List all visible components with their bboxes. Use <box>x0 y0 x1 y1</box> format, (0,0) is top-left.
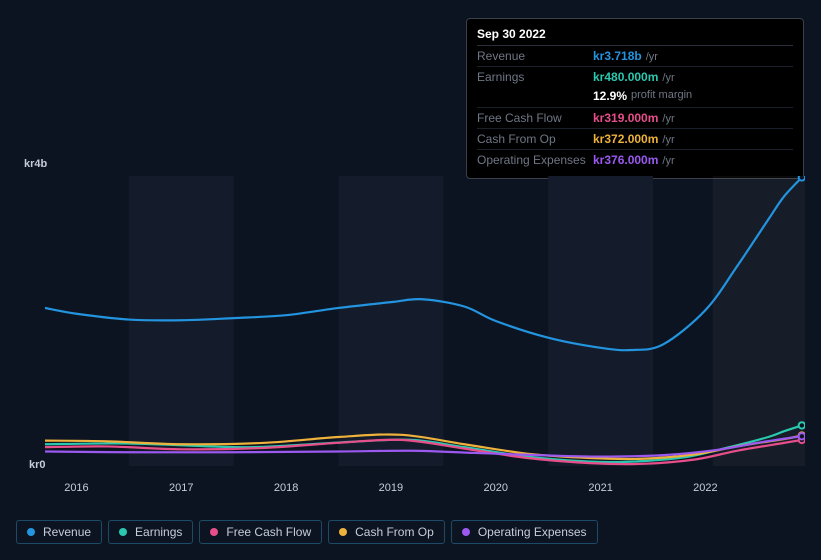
tooltip-row-earnings: Earningskr480.000m/yr <box>477 67 793 87</box>
legend-dot-icon <box>462 528 470 536</box>
tooltip-row-fcf: Free Cash Flowkr319.000m/yr <box>477 108 793 129</box>
y-tick-bottom: kr0 <box>29 459 46 471</box>
tooltip-row-opex: Operating Expenseskr376.000m/yr <box>477 150 793 170</box>
legend-item-fcf[interactable]: Free Cash Flow <box>199 520 322 544</box>
tooltip-profit-margin: 12.9% profit margin <box>477 87 793 108</box>
chart-plot-area[interactable] <box>45 176 805 466</box>
tooltip-value: kr3.718b <box>593 49 642 63</box>
financial-line-chart: Sep 30 2022 Revenuekr3.718b/yrEarningskr… <box>0 0 821 560</box>
x-tick-2019: 2019 <box>379 482 403 494</box>
tooltip-label: Operating Expenses <box>477 153 593 167</box>
series-end-marker-revenue <box>799 176 805 181</box>
legend-item-revenue[interactable]: Revenue <box>16 520 102 544</box>
legend-label: Operating Expenses <box>478 525 587 539</box>
tooltip-value: kr376.000m <box>593 153 658 167</box>
tooltip-date: Sep 30 2022 <box>477 25 793 46</box>
legend-label: Earnings <box>135 525 182 539</box>
tooltip-suffix: /yr <box>662 72 674 84</box>
x-tick-2020: 2020 <box>484 482 508 494</box>
legend-dot-icon <box>27 528 35 536</box>
legend-label: Free Cash Flow <box>226 525 311 539</box>
legend-dot-icon <box>119 528 127 536</box>
chart-tooltip: Sep 30 2022 Revenuekr3.718b/yrEarningskr… <box>466 18 804 179</box>
legend-item-earnings[interactable]: Earnings <box>108 520 193 544</box>
x-tick-2017: 2017 <box>169 482 193 494</box>
tooltip-suffix: /yr <box>662 155 674 167</box>
x-tick-2021: 2021 <box>588 482 612 494</box>
legend-label: Cash From Op <box>355 525 434 539</box>
tooltip-row-cfo: Cash From Opkr372.000m/yr <box>477 129 793 150</box>
tooltip-suffix: /yr <box>646 51 658 63</box>
legend-label: Revenue <box>43 525 91 539</box>
legend: Revenue Earnings Free Cash Flow Cash From O… <box>16 520 598 544</box>
x-tick-2016: 2016 <box>64 482 88 494</box>
legend-dot-icon <box>339 528 347 536</box>
legend-item-cfo[interactable]: Cash From Op <box>328 520 445 544</box>
x-tick-2018: 2018 <box>274 482 298 494</box>
tooltip-label: Cash From Op <box>477 132 593 146</box>
tooltip-label: Earnings <box>477 70 593 84</box>
tooltip-label: Free Cash Flow <box>477 111 593 125</box>
tooltip-value: kr372.000m <box>593 132 658 146</box>
legend-item-opex[interactable]: Operating Expenses <box>451 520 598 544</box>
tooltip-value: kr319.000m <box>593 111 658 125</box>
x-axis: 2016 2017 2018 2019 2020 2021 2022 <box>45 482 805 502</box>
chart-svg <box>45 176 805 466</box>
series-end-marker-opex <box>799 433 805 439</box>
y-tick-top: kr4b <box>24 158 47 170</box>
tooltip-row-revenue: Revenuekr3.718b/yr <box>477 46 793 67</box>
profit-margin-label: profit margin <box>631 89 692 103</box>
tooltip-suffix: /yr <box>662 113 674 125</box>
tooltip-value: kr480.000m <box>593 70 658 84</box>
tooltip-label: Revenue <box>477 49 593 63</box>
tooltip-suffix: /yr <box>662 134 674 146</box>
series-end-marker-earnings <box>799 422 805 428</box>
legend-dot-icon <box>210 528 218 536</box>
x-tick-2022: 2022 <box>693 482 717 494</box>
profit-margin-value: 12.9% <box>593 89 627 103</box>
